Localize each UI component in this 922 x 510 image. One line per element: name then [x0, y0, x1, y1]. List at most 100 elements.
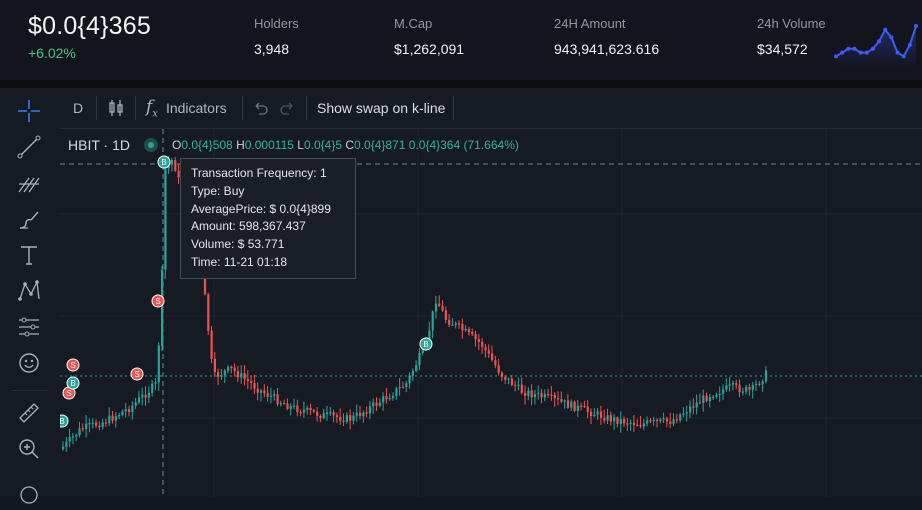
candle-body	[428, 330, 431, 341]
sparkline-point	[907, 43, 912, 47]
candle-body	[590, 411, 593, 417]
buy-marker[interactable]	[157, 155, 171, 169]
candle-body	[147, 392, 150, 398]
function-icon: fx	[146, 96, 158, 120]
candle-body	[157, 345, 160, 383]
candle-body	[111, 415, 114, 421]
trend-line-icon[interactable]	[14, 132, 44, 162]
candle-body	[319, 415, 322, 419]
candle-body	[560, 399, 563, 402]
candle-body	[731, 383, 735, 385]
sell-marker[interactable]	[66, 358, 80, 372]
candle-body	[279, 403, 282, 405]
candle-body	[213, 358, 216, 373]
candle-body	[62, 446, 65, 449]
sell-marker[interactable]	[151, 294, 165, 308]
candle-body	[101, 422, 104, 428]
fib-retracement-icon[interactable]	[14, 168, 44, 198]
candle-body	[161, 269, 164, 346]
candle-body	[761, 381, 764, 385]
measure-settings-icon[interactable]	[14, 312, 44, 342]
mcap-label: M.Cap	[394, 16, 433, 31]
candle-body	[411, 370, 414, 376]
indicators-button[interactable]: fx Indicators	[146, 88, 227, 128]
candle-body	[78, 428, 81, 436]
candle-body	[438, 303, 441, 306]
emoji-icon[interactable]	[14, 348, 44, 378]
pattern-icon[interactable]	[14, 276, 44, 306]
candle-body	[118, 414, 121, 417]
candle-body	[689, 406, 692, 413]
sparkline-point	[840, 50, 845, 55]
candle-body	[698, 402, 702, 404]
interval-button[interactable]: D	[73, 100, 84, 116]
toolbar-separator	[135, 96, 136, 120]
candle-body	[75, 435, 78, 437]
close-value: 0.0{4}871	[354, 138, 406, 152]
candle-body	[702, 395, 705, 403]
candle-body	[174, 160, 177, 171]
candle-body	[170, 160, 174, 165]
buy-marker[interactable]	[60, 414, 69, 428]
candle-body	[408, 375, 411, 384]
candles-icon[interactable]	[106, 88, 126, 128]
candle-body	[481, 342, 484, 348]
candle-body	[451, 324, 454, 326]
visibility-toggle-icon[interactable]	[143, 138, 158, 152]
candle-body	[672, 419, 675, 424]
marker-letter: S	[134, 370, 139, 379]
candle-body	[128, 409, 131, 412]
candle-body	[461, 323, 464, 331]
candle-body	[639, 424, 642, 427]
candle-body	[441, 305, 444, 311]
low-label: L	[297, 138, 304, 152]
chart-toolbar: D fx Indicators Show swap on k-line	[60, 88, 922, 129]
candle-body	[557, 398, 560, 400]
undo-icon[interactable]	[252, 88, 270, 128]
candle-body	[738, 384, 741, 393]
crosshair-icon[interactable]	[14, 96, 44, 126]
candle-body	[355, 412, 358, 416]
magnet-icon[interactable]	[14, 480, 44, 510]
buy-marker[interactable]	[66, 376, 80, 390]
candle-body	[474, 334, 477, 340]
sparkline-point	[895, 50, 900, 55]
candle-body	[695, 402, 698, 408]
redo-icon[interactable]	[278, 88, 296, 128]
candle-body	[359, 412, 362, 417]
show-swap-toggle[interactable]: Show swap on k-line	[317, 100, 446, 116]
sell-marker[interactable]	[130, 367, 144, 381]
text-icon[interactable]	[14, 240, 44, 270]
candle-body	[514, 385, 517, 387]
toolbar-separator	[96, 96, 97, 120]
candle-body	[458, 323, 461, 325]
candle-body	[656, 419, 659, 422]
candle-body	[649, 420, 652, 422]
candle-body	[302, 409, 306, 413]
buy-marker[interactable]	[419, 337, 433, 351]
sparkline-point	[846, 46, 851, 51]
ruler-icon[interactable]	[14, 398, 44, 428]
candle-body	[326, 412, 329, 414]
candle-body	[114, 416, 117, 421]
sparkline-point	[852, 46, 857, 51]
sparkline-point	[877, 39, 882, 44]
candle-body	[339, 417, 342, 421]
candle-body	[260, 390, 263, 393]
candle-body	[619, 419, 622, 424]
candle-body	[576, 405, 579, 412]
zoom-in-icon[interactable]	[14, 434, 44, 464]
brush-icon[interactable]	[14, 204, 44, 234]
candle-body	[121, 411, 124, 415]
candle-body	[421, 346, 424, 354]
candle-body	[751, 384, 754, 390]
candle-body	[524, 392, 527, 396]
toolbar-separator	[306, 96, 307, 120]
candle-body	[108, 415, 111, 424]
candle-body	[322, 413, 325, 419]
candle-body	[388, 397, 391, 400]
tooltip-frequency: Transaction Frequency: 1	[191, 166, 327, 180]
candle-body	[154, 382, 157, 384]
